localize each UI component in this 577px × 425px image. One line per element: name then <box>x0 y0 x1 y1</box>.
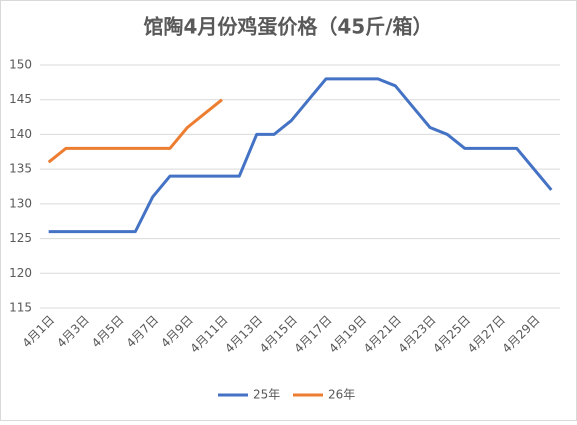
y-tick-label: 115 <box>9 301 32 315</box>
y-tick-label: 120 <box>9 266 32 280</box>
y-tick-label: 130 <box>9 196 32 210</box>
legend-label: 26年 <box>328 388 355 402</box>
y-tick-label: 150 <box>9 58 32 72</box>
y-tick-label: 140 <box>9 127 32 141</box>
y-tick-label: 125 <box>9 231 32 245</box>
chart-title: 馆陶4月份鸡蛋价格（45斤/箱） <box>143 15 432 39</box>
y-tick-label: 145 <box>9 92 32 106</box>
series-line <box>48 77 553 234</box>
series-line <box>47 98 223 164</box>
y-tick-label: 135 <box>9 162 32 176</box>
legend-label: 25年 <box>253 388 280 402</box>
